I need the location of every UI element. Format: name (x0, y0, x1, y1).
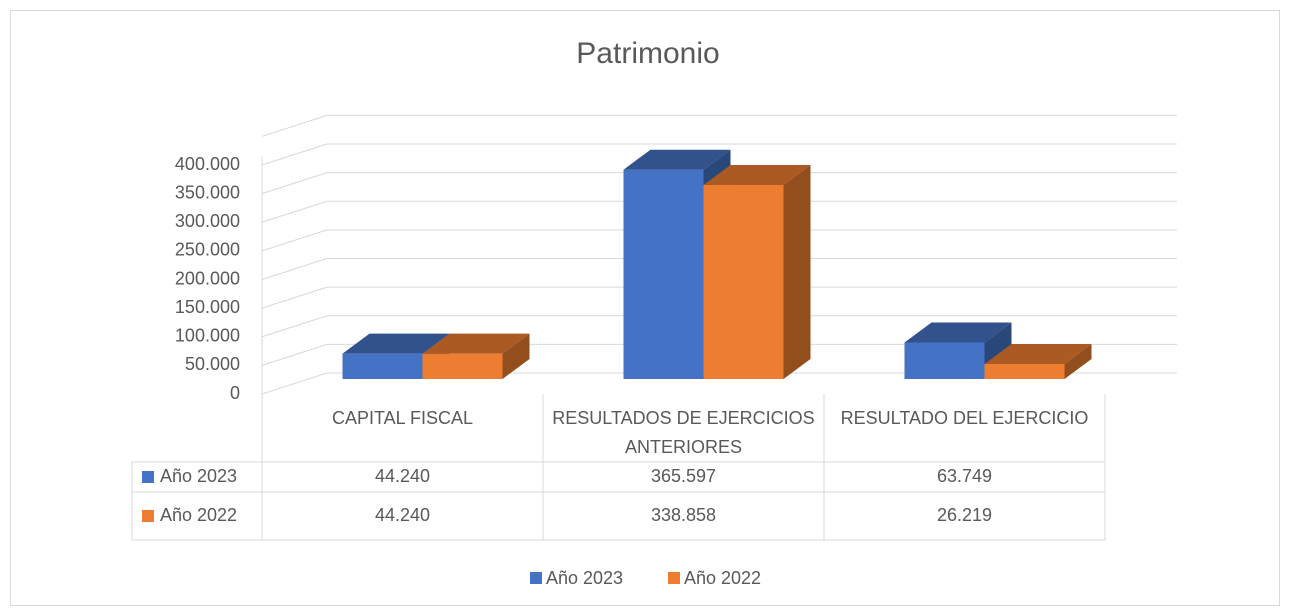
bar-top (984, 343, 1092, 364)
bar-side (1064, 343, 1092, 379)
bar-top (703, 165, 811, 186)
table-series-label: Año 2023 (160, 466, 237, 486)
bar-top (342, 333, 450, 354)
legend-label: Año 2022 (684, 568, 761, 588)
grid-line (261, 258, 328, 280)
y-tick-label: 50.000 (185, 354, 240, 374)
legend-key (142, 471, 154, 483)
y-tick-label: 200.000 (175, 268, 240, 288)
table-series-label: Año 2022 (160, 505, 237, 525)
grid-line (261, 372, 328, 395)
bar-front (623, 169, 704, 379)
grid-line (261, 143, 328, 166)
bar-front (984, 363, 1065, 379)
table-value: 338.858 (651, 505, 716, 525)
grid-line (261, 172, 328, 195)
wall-edge (261, 114, 328, 137)
bar-front (904, 342, 985, 379)
legend-label: Año 2023 (546, 568, 623, 588)
table-value: 26.219 (937, 505, 992, 525)
y-tick-label: 0 (230, 383, 240, 403)
bar-front (422, 353, 503, 379)
y-tick-label: 300.000 (175, 211, 240, 231)
legend-key (142, 510, 154, 522)
y-tick-label: 250.000 (175, 240, 240, 260)
table-value: 365.597 (651, 466, 716, 486)
bar-side (502, 333, 530, 379)
bar-top (422, 333, 530, 354)
grid-line (261, 343, 328, 366)
grid-line (261, 286, 328, 309)
legend-key (530, 572, 542, 584)
legend-key (668, 572, 680, 584)
grid-line (261, 315, 328, 338)
bar-top (623, 149, 731, 170)
bar-front (703, 185, 784, 379)
table-value: 63.749 (937, 466, 992, 486)
category-label: RESULTADO DEL EJERCICIO (841, 408, 1089, 428)
y-tick-label: 350.000 (175, 182, 240, 202)
table-value: 44.240 (375, 505, 430, 525)
y-tick-label: 100.000 (175, 326, 240, 346)
y-tick-label: 150.000 (175, 297, 240, 317)
y-tick-label: 400.000 (175, 154, 240, 174)
grid-line (261, 229, 328, 252)
chart-title: Patrimonio (576, 37, 719, 70)
category-label: RESULTADOS DE EJERCICIOS ANTERIORES (552, 408, 814, 457)
bar-front (342, 353, 423, 379)
bar-top (904, 322, 1012, 343)
category-label: CAPITAL FISCAL (332, 408, 473, 428)
grid-line (261, 200, 328, 223)
bar-side (783, 165, 811, 379)
table-value: 44.240 (375, 466, 430, 486)
